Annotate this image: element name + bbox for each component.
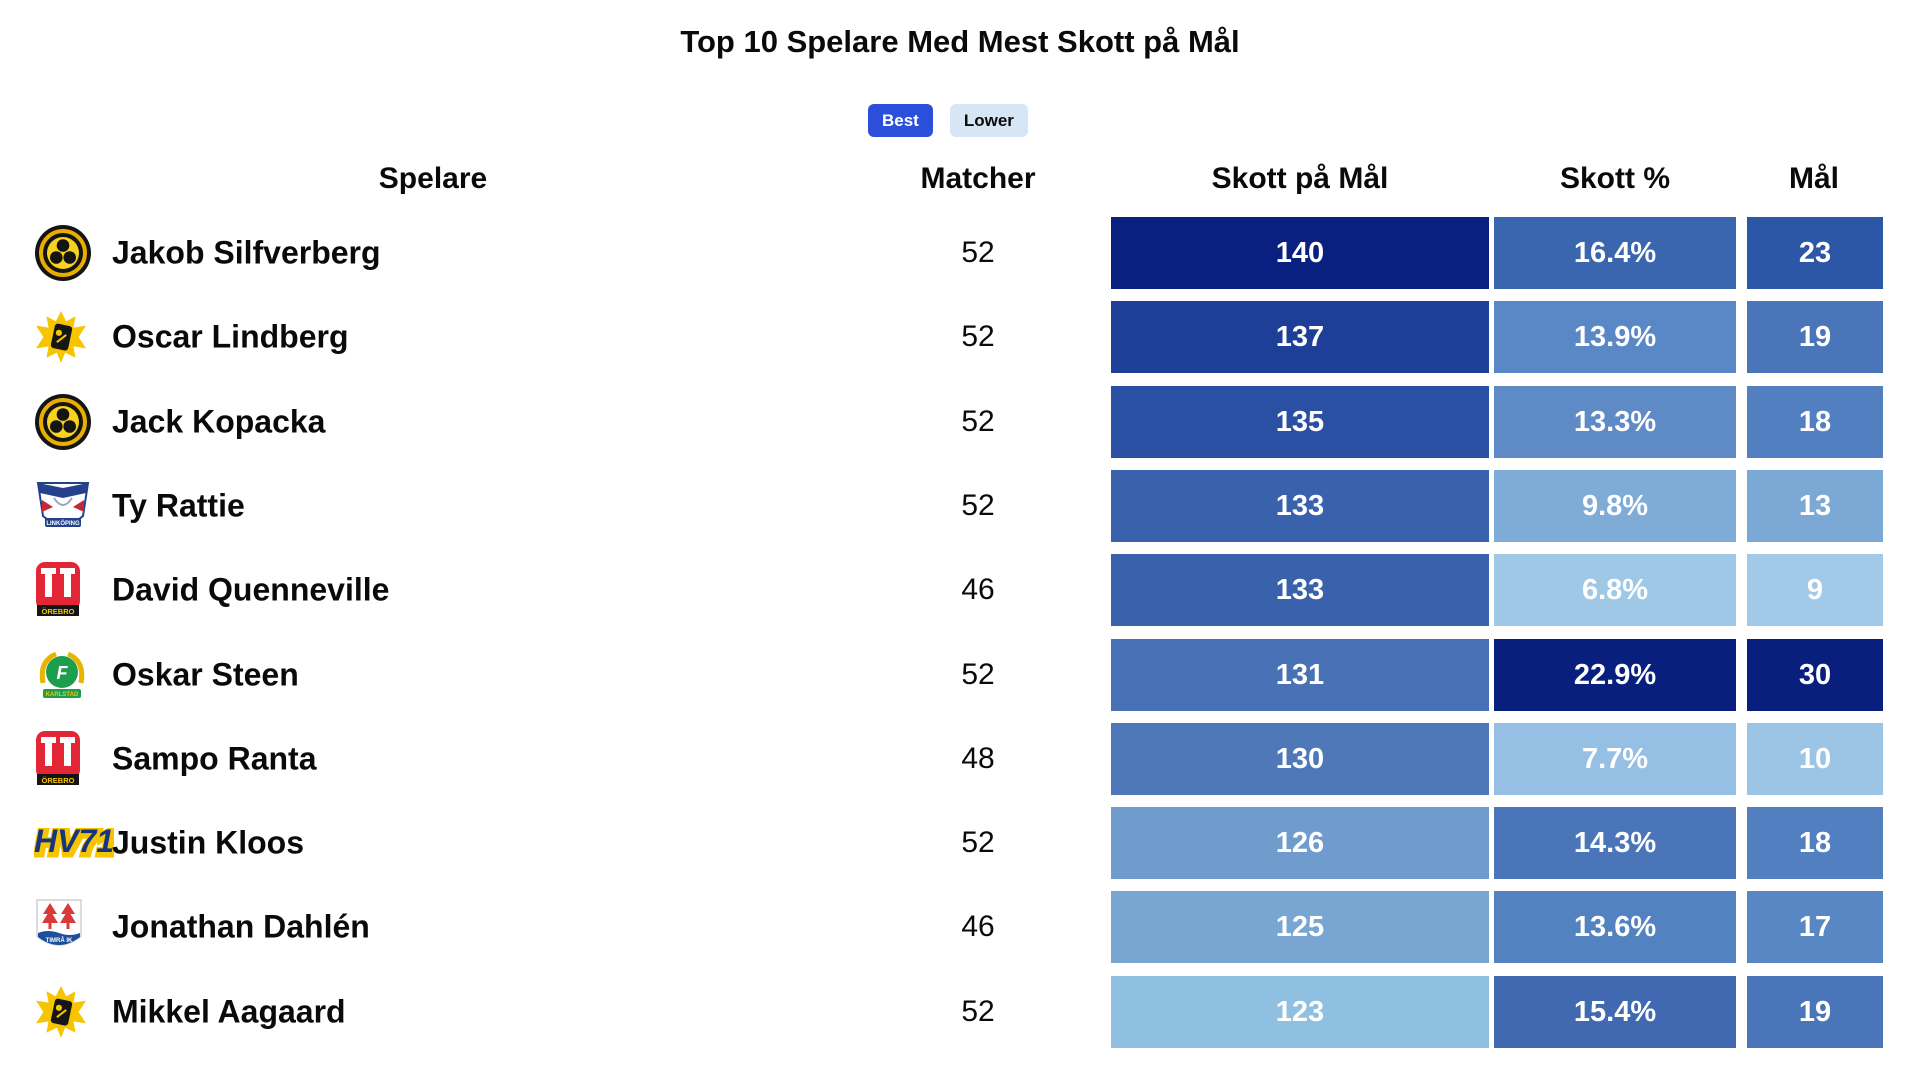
shots-on-goal-cell: 123 [1111,975,1489,1048]
table-row: ÖREBRO Sampo Ranta 48 130 7.7% 10 [0,717,1920,801]
svg-text:HV71: HV71 [34,823,114,859]
timra-logo: TIMRÅ IK [34,898,114,956]
matches-value: 52 [961,657,995,691]
brynas-logo [34,224,114,282]
skelleftea-logo [34,310,114,364]
skelleftea-logo [34,985,114,1039]
column-header-spelare: Spelare [378,162,488,195]
column-header-matcher: Matcher [920,162,1036,195]
goals-cell: 19 [1747,301,1883,374]
matches-value: 48 [961,741,995,775]
goals-cell: 23 [1747,217,1883,289]
player-name: Mikkel Aagaard [112,993,346,1030]
player-name: David Quenneville [112,571,390,608]
svg-text:ÖREBRO: ÖREBRO [42,776,75,785]
goals-cell: 13 [1747,469,1883,542]
matches-value: 52 [961,320,995,354]
table-row: ÖREBRO David Quenneville 46 133 6.8% 9 [0,548,1920,632]
player-name: Ty Rattie [112,487,245,524]
matches-value: 52 [961,826,995,860]
svg-text:HV71: HV71 [36,825,114,861]
player-name: Oscar Lindberg [112,318,349,355]
shots-on-goal-cell: 133 [1111,554,1489,627]
player-name: Oskar Steen [112,656,299,692]
shot-pct-cell: 15.4% [1494,975,1736,1048]
svg-text:ÖREBRO: ÖREBRO [42,607,75,616]
player-name: Justin Kloos [112,824,305,861]
matches-value: 46 [961,910,995,944]
goals-cell: 18 [1747,807,1883,880]
goals-cell: 30 [1747,638,1883,711]
toggle-bar: Best Lower [868,104,1028,137]
shot-pct-cell: 7.7% [1494,722,1736,795]
farjestad-logo: F KARLSTAD [34,647,114,703]
svg-text:TIMRÅ IK: TIMRÅ IK [46,937,73,944]
lower-button[interactable]: Lower [949,104,1028,137]
goals-cell: 18 [1747,385,1883,458]
page-title: Top 10 Spelare Med Mest Skott på Mål [680,24,1240,59]
goals-cell: 19 [1747,975,1883,1048]
shot-pct-cell: 13.3% [1494,385,1736,458]
column-header-mal: Mål [1788,162,1840,195]
matches-value: 46 [961,573,995,607]
shot-pct-cell: 13.6% [1494,891,1736,964]
matches-value: 52 [961,488,995,522]
shot-pct-cell: 16.4% [1494,217,1736,289]
matches-value: 52 [961,404,995,438]
hv71-logo: HV71 HV71 [34,820,114,866]
shots-on-goal-cell: 135 [1111,385,1489,458]
player-name: Jonathan Dahlén [112,908,370,945]
shot-pct-cell: 9.8% [1494,469,1736,542]
table-row: LINKÖPING Ty Rattie 52 133 9.8% 13 [0,464,1920,548]
shots-on-goal-cell: 137 [1111,301,1489,374]
shot-pct-cell: 13.9% [1494,301,1736,374]
matches-value: 52 [961,236,995,269]
shot-pct-cell: 14.3% [1494,807,1736,880]
svg-text:KARLSTAD: KARLSTAD [46,692,79,698]
linkoping-logo: LINKÖPING [34,478,114,534]
table-row: HV71 HV71 Justin Kloos 52 126 14.3% 18 [0,801,1920,885]
table-row: Mikkel Aagaard 52 123 15.4% 19 [0,970,1920,1054]
table-row: Oscar Lindberg 52 137 13.9% 19 [0,295,1920,379]
best-button[interactable]: Best [868,104,933,137]
table-row: Jack Kopacka 52 135 13.3% 18 [0,380,1920,464]
table-row: Jakob Silfverberg 52 140 16.4% 23 [0,211,1920,295]
player-name: Sampo Ranta [112,740,317,777]
table-row: F KARLSTAD Oskar Steen 52 131 22.9% 30 [0,633,1920,717]
shot-pct-cell: 22.9% [1494,638,1736,711]
goals-cell: 17 [1747,891,1883,964]
player-name: Jakob Silfverberg [112,234,381,271]
column-header-skott-pct: Skott % [1559,162,1671,195]
svg-text:F: F [57,663,69,683]
column-header-skott-pa-mal: Skott på Mål [1211,162,1389,195]
goals-cell: 10 [1747,722,1883,795]
matches-value: 52 [961,994,995,1028]
shots-on-goal-cell: 126 [1111,807,1489,880]
player-name: Jack Kopacka [112,403,326,440]
orebro-logo: ÖREBRO [34,730,114,788]
goals-cell: 9 [1747,554,1883,627]
table-row: TIMRÅ IK Jonathan Dahlén 46 125 13.6% 17 [0,885,1920,969]
brynas-logo [34,393,114,451]
shots-on-goal-cell: 133 [1111,469,1489,542]
shots-on-goal-cell: 140 [1111,217,1489,289]
shot-pct-cell: 6.8% [1494,554,1736,627]
svg-text:LINKÖPING: LINKÖPING [46,520,80,527]
orebro-logo: ÖREBRO [34,561,114,619]
shots-on-goal-cell: 130 [1111,722,1489,795]
shots-on-goal-cell: 131 [1111,638,1489,711]
shots-on-goal-cell: 125 [1111,891,1489,964]
